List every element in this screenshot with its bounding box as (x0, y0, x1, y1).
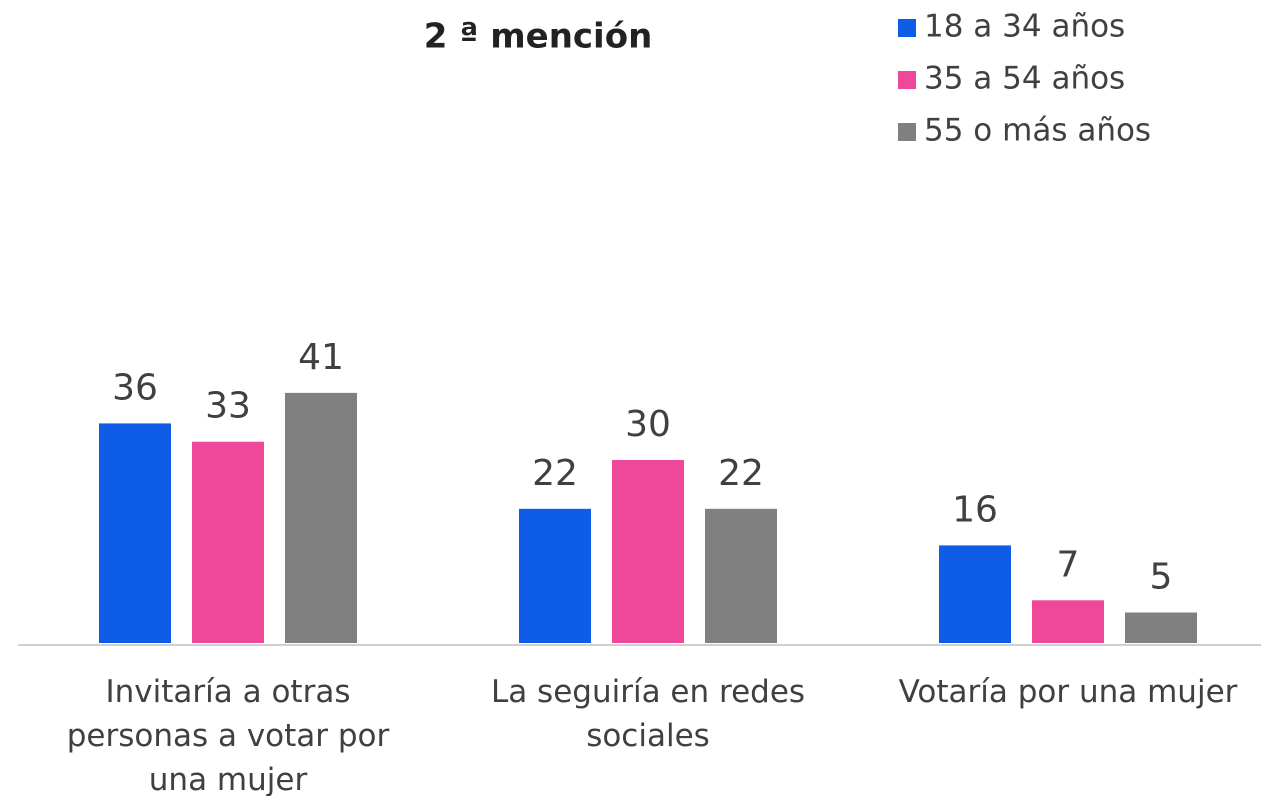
x-tick-label: La seguiría en redes sociales (490, 674, 806, 754)
bar (705, 508, 777, 643)
data-label: 30 (625, 404, 671, 445)
bar (285, 392, 357, 643)
bar (1125, 612, 1197, 643)
data-label: 7 (1057, 544, 1080, 585)
bar (1032, 600, 1104, 643)
bar (519, 508, 591, 643)
legend-swatch (898, 123, 916, 141)
x-tick-label: Votaría por una mujer (898, 674, 1238, 710)
bar (939, 545, 1011, 643)
x-tick-label: Invitaría a otras personas a votar por u… (66, 674, 390, 796)
data-label: 16 (952, 489, 998, 530)
chart-title: 2 ª mención (424, 17, 653, 57)
legend-label: 55 o más años (924, 113, 1151, 149)
legend-swatch (898, 71, 916, 89)
data-label: 22 (718, 453, 764, 494)
data-label: 5 (1150, 557, 1173, 598)
data-label: 41 (298, 337, 344, 378)
bar (612, 460, 684, 643)
data-label: 22 (532, 453, 578, 494)
data-label: 33 (205, 386, 251, 427)
data-label: 36 (112, 367, 158, 408)
bar (99, 423, 171, 643)
bar (192, 441, 264, 643)
legend-label: 18 a 34 años (924, 9, 1125, 45)
legend-swatch (898, 19, 916, 37)
legend-label: 35 a 54 años (924, 61, 1125, 97)
